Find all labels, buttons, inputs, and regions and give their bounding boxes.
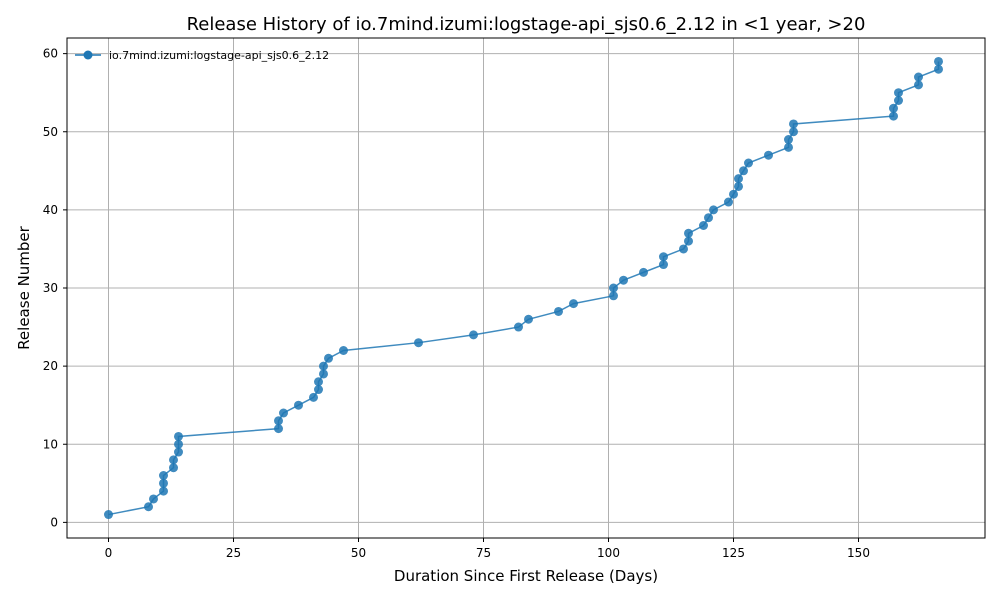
y-tick-label: 60: [43, 47, 58, 61]
data-point: [764, 150, 773, 160]
data-point: [319, 369, 328, 379]
data-point: [914, 80, 923, 90]
data-point: [569, 299, 578, 309]
y-tick-label: 20: [43, 359, 58, 373]
data-point: [159, 486, 168, 496]
data-point: [789, 127, 798, 137]
data-point: [889, 111, 898, 121]
data-point: [914, 72, 923, 82]
data-point: [159, 471, 168, 480]
x-tick-label: 25: [226, 546, 241, 560]
data-point: [734, 174, 743, 184]
data-point: [744, 158, 753, 168]
data-point: [169, 463, 178, 473]
data-point: [784, 142, 793, 152]
data-point: [174, 447, 183, 457]
y-axis-label: Release Number: [15, 225, 33, 349]
data-point: [789, 119, 798, 129]
x-tick-label: 50: [351, 546, 366, 560]
data-point: [704, 213, 713, 223]
data-point: [274, 416, 283, 426]
x-tick-label: 75: [476, 546, 491, 560]
legend: io.7mind.izumi:logstage-api_sjs0.6_2.12: [75, 49, 329, 62]
data-point: [554, 306, 563, 316]
data-point: [319, 361, 328, 371]
data-point: [619, 275, 628, 285]
data-point: [339, 346, 348, 355]
axis-ticks: 0 25 50 75 100 125 150 0 10 20 30 40 50 60: [43, 47, 870, 560]
data-point: [934, 64, 943, 74]
data-point: [514, 322, 523, 332]
grid-lines: [67, 38, 985, 538]
chart-title: Release History of io.7mind.izumi:logsta…: [187, 14, 866, 35]
plot-area: [104, 56, 943, 520]
legend-label: io.7mind.izumi:logstage-api_sjs0.6_2.12: [109, 49, 329, 62]
data-point: [414, 338, 423, 348]
data-point: [104, 510, 113, 520]
x-tick-label: 0: [105, 546, 113, 560]
data-point: [279, 408, 288, 418]
data-point: [324, 353, 333, 363]
data-point: [609, 283, 618, 293]
y-tick-label: 30: [43, 281, 58, 295]
data-point: [639, 267, 648, 277]
x-tick-label: 100: [597, 546, 620, 560]
data-point: [274, 424, 283, 434]
y-tick-label: 0: [50, 515, 58, 529]
data-point: [684, 228, 693, 238]
data-point: [309, 392, 318, 402]
data-point: [734, 181, 743, 191]
y-tick-label: 10: [43, 437, 58, 451]
data-point: [894, 88, 903, 98]
data-point: [894, 96, 903, 105]
y-tick-label: 50: [43, 125, 58, 139]
data-point: [729, 189, 738, 199]
data-point: [314, 385, 323, 395]
x-axis-label: Duration Since First Release (Days): [394, 567, 658, 585]
data-point: [784, 135, 793, 145]
data-point: [159, 478, 168, 488]
data-point: [174, 439, 183, 449]
data-point: [709, 205, 718, 215]
y-tick-label: 40: [43, 203, 58, 217]
data-point: [659, 260, 668, 270]
x-tick-label: 125: [722, 546, 745, 560]
data-point: [144, 502, 153, 512]
data-point: [724, 197, 733, 207]
data-point: [679, 244, 688, 254]
data-point: [149, 494, 158, 504]
x-tick-label: 150: [847, 546, 870, 560]
data-point: [699, 221, 708, 230]
data-point: [169, 455, 178, 465]
data-point: [739, 166, 748, 176]
data-point: [174, 431, 183, 441]
data-point: [294, 400, 303, 410]
data-point: [469, 330, 478, 340]
data-point: [314, 377, 323, 387]
data-point: [889, 103, 898, 113]
data-point: [684, 236, 693, 246]
data-point: [659, 252, 668, 262]
data-point: [609, 291, 618, 301]
data-point: [524, 314, 533, 324]
data-point: [934, 56, 943, 66]
legend-marker: [83, 50, 93, 60]
